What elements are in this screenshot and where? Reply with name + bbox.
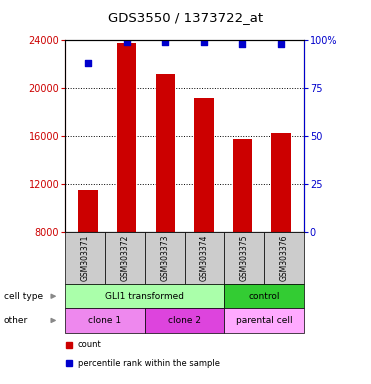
- Point: [85, 60, 91, 66]
- Text: GSM303373: GSM303373: [160, 235, 169, 281]
- Text: GLI1 transformed: GLI1 transformed: [105, 292, 184, 301]
- Text: clone 1: clone 1: [88, 316, 121, 325]
- Bar: [233, 139, 252, 232]
- Point: [201, 39, 207, 45]
- Text: GDS3550 / 1373722_at: GDS3550 / 1373722_at: [108, 11, 263, 24]
- Text: control: control: [249, 292, 280, 301]
- Point: [124, 39, 129, 45]
- Text: GSM303372: GSM303372: [120, 235, 129, 281]
- Text: GSM303374: GSM303374: [200, 235, 209, 281]
- Text: other: other: [4, 316, 28, 325]
- Text: GSM303375: GSM303375: [240, 235, 249, 281]
- Point: [240, 41, 246, 47]
- Bar: [155, 74, 175, 232]
- Text: GSM303371: GSM303371: [81, 235, 89, 281]
- Point: [162, 39, 168, 45]
- Bar: [194, 98, 214, 232]
- Text: count: count: [78, 340, 102, 349]
- Bar: [78, 190, 98, 232]
- Text: parental cell: parental cell: [236, 316, 293, 325]
- Point: [278, 41, 284, 47]
- Text: clone 2: clone 2: [168, 316, 201, 325]
- Text: cell type: cell type: [4, 292, 43, 301]
- Bar: [272, 133, 291, 232]
- Bar: [117, 43, 136, 232]
- Text: percentile rank within the sample: percentile rank within the sample: [78, 359, 220, 368]
- Text: GSM303376: GSM303376: [280, 235, 289, 281]
